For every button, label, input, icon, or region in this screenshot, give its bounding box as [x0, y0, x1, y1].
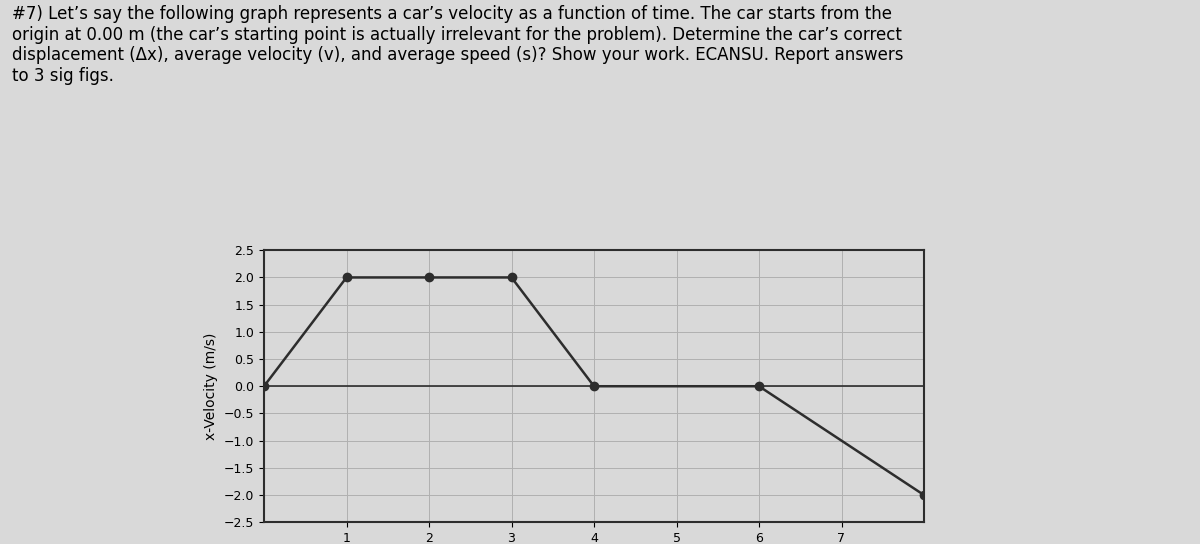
Text: #7) Let’s say the following graph represents a car’s velocity as a function of t: #7) Let’s say the following graph repres… [12, 5, 904, 85]
Y-axis label: x-Velocity (m/s): x-Velocity (m/s) [204, 332, 218, 440]
